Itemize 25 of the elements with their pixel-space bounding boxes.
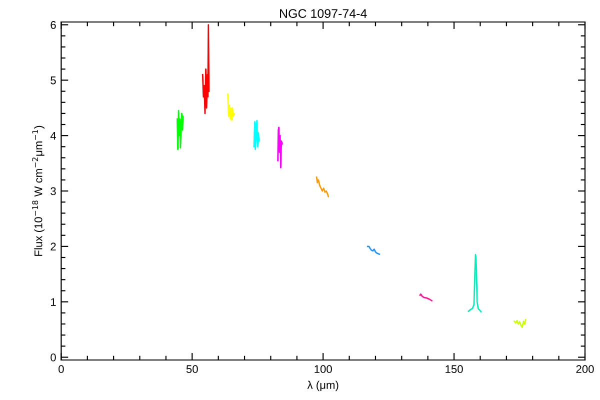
line-series — [176, 110, 184, 150]
y-tick-label: 1 — [51, 298, 56, 306]
line-series — [514, 318, 526, 328]
line-series — [277, 126, 283, 168]
y-tick-label: 2 — [50, 242, 56, 250]
x-tick-label: 150 — [446, 365, 463, 374]
line-series — [227, 93, 235, 121]
x-axis-title: λ (μm) — [307, 380, 338, 392]
x-tick-label: 0 — [58, 365, 64, 374]
x-tick-label: 50 — [186, 365, 198, 374]
x-tick-label: 100 — [314, 365, 332, 374]
line-series — [366, 246, 380, 255]
line-series — [468, 254, 482, 312]
line-series — [202, 24, 210, 114]
line-series — [419, 293, 432, 302]
y-tick-label: 3 — [50, 187, 56, 196]
chart-title: NGC 1097-74-4 — [280, 9, 367, 18]
y-tick-label: 6 — [50, 21, 56, 29]
y-tick-label: 4 — [50, 132, 56, 140]
line-series — [253, 120, 260, 150]
y-tick-label: 0 — [50, 353, 56, 362]
y-axis-title: Flux (10$^{−18}$ W cm$^{−2}$μm$^{−1}$) — [32, 126, 44, 256]
y-tick-label: 5 — [50, 76, 56, 84]
x-tick-label: 200 — [576, 365, 594, 374]
line-series — [316, 176, 330, 198]
